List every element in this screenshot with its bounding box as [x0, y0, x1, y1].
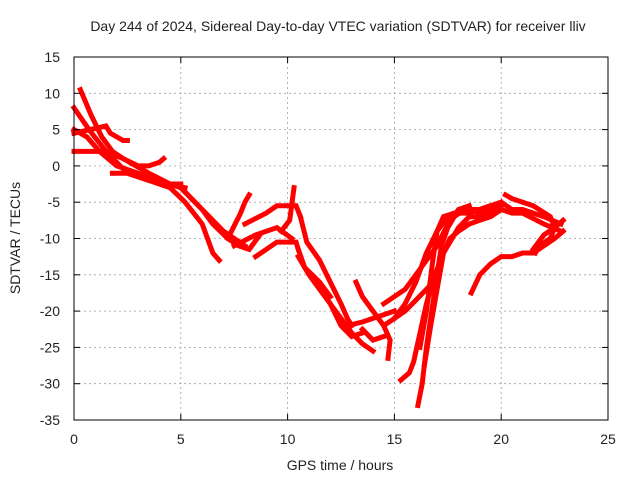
- series-trace-19: [358, 325, 387, 343]
- series-trace-28: [502, 191, 558, 257]
- tick-layer: [73, 56, 609, 421]
- series-trace-10: [241, 203, 304, 228]
- x-tick-label: 20: [493, 431, 509, 447]
- series-trace-9: [230, 224, 296, 250]
- series-layer: [70, 86, 567, 409]
- series-trace-26: [417, 203, 505, 351]
- x-axis-label: GPS time / hours: [287, 457, 394, 473]
- y-tick-label: 5: [52, 122, 60, 138]
- x-tick-label: 15: [387, 431, 403, 447]
- label-layer: 0 5 10 15 20 25 15 10 5 0 -5 -10 -15 -20 -25 -30 -35: [40, 49, 616, 447]
- y-tick-label: 0: [52, 158, 60, 174]
- series-trace-12: [277, 184, 297, 235]
- series-trace-29: [529, 216, 567, 253]
- series-trace-4: [71, 123, 130, 143]
- y-tick-label: -5: [48, 194, 61, 210]
- x-tick-label: 5: [177, 431, 185, 447]
- y-axis-label: SDTVAR / TECUs: [7, 182, 23, 294]
- x-tick-label: 0: [70, 431, 78, 447]
- series-trace-8: [224, 191, 253, 242]
- y-tick-label: -35: [40, 412, 60, 428]
- series-trace-17: [344, 307, 398, 329]
- series-trace-18: [352, 278, 393, 362]
- y-tick-label: -25: [40, 339, 60, 355]
- y-tick-label: -10: [40, 231, 60, 247]
- y-tick-label: -20: [40, 303, 60, 319]
- y-tick-label: -15: [40, 267, 60, 283]
- chart-title: Day 244 of 2024, Sidereal Day-to-day VTE…: [90, 18, 585, 34]
- y-tick-label: 15: [44, 49, 60, 65]
- y-tick-label: 10: [44, 85, 60, 101]
- series-trace-6: [109, 170, 184, 187]
- grid-layer: [74, 57, 608, 420]
- x-tick-label: 25: [600, 431, 616, 447]
- series-trace-11: [252, 239, 302, 261]
- series-trace-13: [297, 213, 356, 330]
- series-trace-16: [326, 300, 366, 340]
- y-tick-label: -30: [40, 376, 60, 392]
- x-tick-label: 10: [280, 431, 296, 447]
- series-trace-25: [421, 206, 565, 369]
